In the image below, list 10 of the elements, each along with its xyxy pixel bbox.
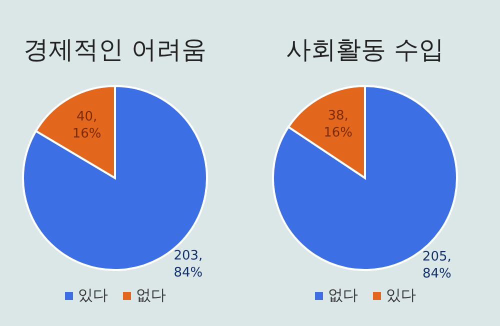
legend-label: 없다 (328, 286, 358, 304)
chart-title: 사회활동 수입 (286, 35, 444, 64)
legend-label: 없다 (136, 286, 166, 304)
data-label: 38, 16% (324, 108, 353, 141)
data-label: 203, 84% (174, 248, 203, 281)
data-label: 40, 16% (72, 109, 102, 142)
legend-label: 있다 (386, 286, 416, 304)
legend-label: 있다 (78, 286, 108, 304)
chart-title: 경제적인 어려움 (24, 35, 206, 64)
data-label: 205, 84% (422, 249, 452, 282)
